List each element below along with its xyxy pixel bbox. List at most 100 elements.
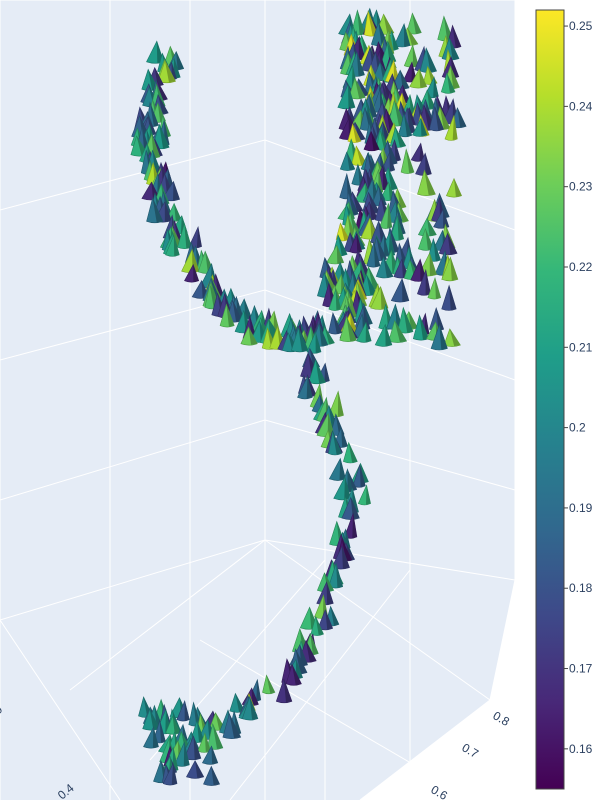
cone-shade — [408, 311, 418, 329]
cone-shade — [426, 48, 437, 73]
cone-shade — [407, 107, 416, 133]
cone-shade — [378, 221, 388, 244]
cone-shade — [283, 679, 292, 703]
cone-shade — [364, 108, 376, 130]
colorbar-tick-label: 0.21 — [569, 340, 593, 354]
cone-shade — [358, 37, 366, 60]
cone-shade — [339, 458, 346, 480]
cone-shade — [158, 94, 169, 114]
cone-shade — [356, 146, 367, 166]
cone-shade — [174, 203, 182, 221]
cone-shade — [398, 203, 409, 222]
cone-shade — [368, 11, 378, 36]
cone-shade — [352, 513, 357, 538]
colorbar-tick-label: 0.23 — [569, 180, 593, 194]
cone-shade — [348, 442, 358, 463]
cone-shade — [156, 84, 166, 107]
grid-line — [0, 139, 266, 211]
cone-shade — [341, 539, 352, 561]
cone-shade — [403, 307, 413, 333]
colorbar-tick-label: 0.16 — [569, 742, 593, 756]
cone-shade — [419, 315, 429, 340]
cone-shade — [346, 173, 353, 199]
cone-shade — [435, 278, 441, 299]
cone-shade — [384, 234, 389, 257]
cone-shade — [368, 267, 380, 290]
cone-shade — [369, 94, 377, 118]
cone-shade — [266, 675, 275, 694]
cone-shade — [324, 326, 335, 344]
cone-shade — [419, 143, 425, 161]
cone-shade — [406, 149, 414, 174]
cone-shade — [356, 52, 365, 76]
cone-shade — [449, 38, 459, 60]
cone-shade — [376, 237, 387, 261]
cone-shade — [315, 359, 326, 384]
cone-shade — [176, 51, 184, 70]
cone-shade — [433, 77, 439, 98]
colorbar-tick-label: 0.25 — [569, 19, 593, 33]
cone-shade — [346, 152, 355, 171]
cone-shade — [336, 245, 344, 264]
cone-shade — [357, 10, 365, 35]
colorbar-tick-label: 0.17 — [569, 662, 593, 676]
cone-shade — [344, 477, 351, 500]
cone-shade — [195, 760, 204, 778]
x-tick-label: 0.7 — [460, 740, 482, 761]
cone-shade — [337, 391, 344, 417]
cone-shade — [249, 696, 258, 720]
x-tick-label: 0.6 — [429, 782, 451, 800]
cone-shade — [151, 134, 160, 158]
cone-shade — [229, 713, 241, 739]
x-tick-label: 0.8 — [491, 708, 513, 729]
grid-line — [264, 539, 516, 581]
cone-shade — [358, 78, 369, 96]
cone-shade — [157, 81, 168, 101]
cone-shade — [457, 107, 467, 128]
colorbar[interactable]: 0.16 0.17 0.18 0.19 0.2 0.21 0.22 0.23 0.24 0.25 — [535, 9, 593, 790]
cone-shade — [295, 659, 303, 679]
cone-shade — [355, 122, 366, 140]
cone-shade — [159, 720, 166, 743]
cone-shade — [307, 375, 317, 397]
cone-shade — [427, 218, 437, 236]
cone-shade — [454, 178, 462, 197]
cone-shade — [347, 469, 353, 492]
cone-shade — [346, 296, 355, 320]
cone-shade — [173, 235, 180, 256]
cone-shade — [420, 115, 430, 136]
cone-shade — [425, 270, 431, 295]
cone-shade — [383, 257, 393, 278]
grid-line — [264, 289, 516, 381]
cone-shade — [326, 270, 336, 291]
grid-line — [69, 539, 266, 691]
cone-shade — [382, 166, 389, 190]
cone-shade — [402, 278, 409, 302]
scene-3d[interactable] — [0, 0, 516, 800]
cone-shade — [385, 324, 392, 346]
cone-shade — [340, 223, 350, 241]
cone-shade — [357, 281, 367, 307]
cone-traces[interactable] — [130, 7, 467, 786]
cone-shade — [341, 546, 350, 569]
cone-shade — [292, 664, 302, 685]
cone-shade — [368, 192, 380, 214]
cone-shade — [387, 41, 396, 63]
cone-shade — [149, 709, 160, 730]
cone-shade — [373, 242, 380, 267]
cone-shade — [171, 709, 182, 734]
cone-shade — [306, 376, 313, 399]
cone-shade — [387, 203, 392, 229]
cone-shade — [152, 727, 159, 748]
cone-shade — [234, 711, 241, 735]
cone-shade — [360, 254, 370, 276]
cone-shade — [352, 124, 361, 143]
cone-shade — [363, 303, 373, 325]
cone-shade — [193, 736, 201, 760]
cone-shade — [171, 62, 177, 80]
cone-shade — [394, 140, 401, 161]
cone-shade — [348, 471, 357, 491]
cone-shade — [450, 257, 458, 281]
cone-shade — [356, 233, 362, 253]
